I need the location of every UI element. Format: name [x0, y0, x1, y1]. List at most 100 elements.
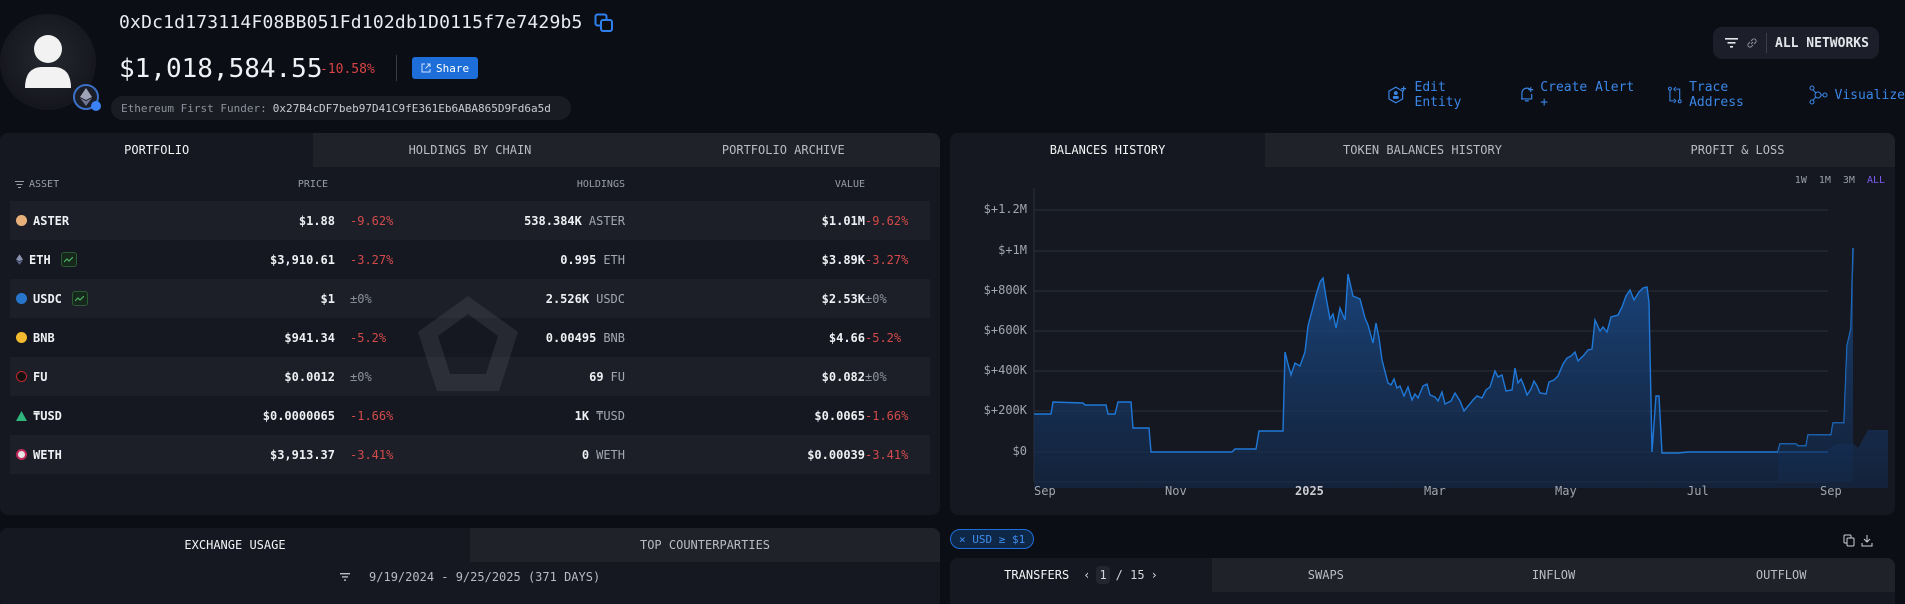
value-cell: $3.89K	[821, 252, 865, 267]
total-pages: / 15	[1115, 568, 1145, 582]
usd-filter-chip[interactable]: × USD ≥ $1	[950, 529, 1035, 549]
next-page-button[interactable]: ›	[1150, 568, 1158, 582]
share-button[interactable]: Share	[412, 57, 479, 79]
value-cell: $4.66	[828, 330, 865, 345]
history-tabs: BALANCES HISTORY TOKEN BALANCES HISTORY …	[950, 133, 1895, 167]
x-tick: Nov	[1165, 484, 1187, 498]
balance-area	[1034, 274, 1888, 488]
funder-label: Ethereum First Funder:	[121, 101, 267, 115]
transfers-panel: TRANSFERS ‹ 1 / 15 › SWAPS INFLOW OUTFLO…	[950, 558, 1895, 604]
price-cell: $3,913.37	[269, 447, 335, 462]
value-cell: $0.082	[821, 369, 865, 384]
create-alert-button[interactable]: Create Alert +	[1519, 80, 1648, 110]
tab-balances-history[interactable]: BALANCES HISTORY	[950, 133, 1265, 167]
download-icon[interactable]	[1861, 534, 1873, 547]
trend-chart-button[interactable]	[71, 291, 88, 306]
price-change: ±0%	[350, 369, 372, 384]
edit-entity-button[interactable]: Edit Entity	[1387, 80, 1499, 110]
value-change: -3.27%	[865, 252, 909, 267]
balances-chart[interactable]	[1028, 188, 1888, 488]
copy-icon[interactable]	[1843, 534, 1855, 547]
table-header: ASSET PRICE HOLDINGS VALUE	[0, 167, 940, 201]
value-change: -9.62%	[865, 213, 909, 228]
table-row[interactable]: BNB $941.34 -5.2% 0.00495 BNB $4.66 -5.2%	[10, 318, 930, 357]
table-row[interactable]: ASTER $1.88 -9.62% 538.384K ASTER $1.01M …	[10, 201, 930, 240]
value-change: -3.41%	[865, 447, 909, 462]
link-icon[interactable]	[1746, 37, 1758, 49]
bnb-icon	[16, 332, 27, 343]
current-page[interactable]: 1	[1096, 566, 1110, 584]
x-tick: Mar	[1424, 484, 1446, 498]
tab-exchange-usage[interactable]: EXCHANGE USAGE	[0, 528, 470, 562]
asset-cell: BNB	[16, 318, 55, 357]
holdings-cell: 1K ₸USD	[575, 396, 625, 435]
col-price[interactable]: PRICE	[297, 178, 328, 190]
range-3m[interactable]: 3M	[1842, 175, 1855, 186]
trace-address-button[interactable]: Trace Address	[1667, 80, 1788, 110]
tab-outflow[interactable]: OUTFLOW	[1667, 558, 1895, 592]
holdings-cell: 0 WETH	[582, 435, 625, 474]
fu-icon	[16, 371, 27, 382]
tab-token-balances-history[interactable]: TOKEN BALANCES HISTORY	[1265, 133, 1580, 167]
x-tick: 2025	[1295, 484, 1324, 498]
range-all[interactable]: ALL	[1866, 175, 1885, 186]
tab-profit-loss[interactable]: PROFIT & LOSS	[1580, 133, 1895, 167]
price-change: -1.66%	[350, 408, 394, 423]
tab-portfolio-archive[interactable]: PORTFOLIO ARCHIVE	[626, 133, 940, 167]
prev-page-button[interactable]: ‹	[1083, 568, 1091, 582]
y-tick: $+400K	[983, 363, 1027, 377]
tab-top-counterparties[interactable]: TOP COUNTERPARTIES	[470, 528, 940, 562]
holdings-symbol: ₸USD	[596, 408, 625, 423]
asset-cell: USDC	[16, 279, 88, 318]
tusd-icon	[16, 410, 27, 421]
y-tick: $+1M	[998, 243, 1027, 257]
range-1w[interactable]: 1W	[1794, 175, 1807, 186]
holdings-symbol: BNB	[603, 330, 625, 345]
holdings-cell: 538.384K ASTER	[524, 201, 625, 240]
holdings-symbol: FU	[610, 369, 625, 384]
user-icon	[25, 35, 71, 88]
holdings-amount: 0.00495	[545, 330, 597, 345]
trend-up-icon	[64, 256, 74, 262]
value-cell: $2.53K	[821, 291, 865, 306]
tab-transfers[interactable]: TRANSFERS ‹ 1 / 15 ›	[950, 558, 1212, 592]
transfer-tools	[1843, 534, 1873, 547]
table-row[interactable]: WETH $3,913.37 -3.41% 0 WETH $0.00039 -3.…	[10, 435, 930, 474]
tab-portfolio[interactable]: PORTFOLIO	[0, 133, 314, 167]
balance-change: -10.58%	[320, 62, 375, 77]
network-filter[interactable]: ALL NETWORKS	[1713, 27, 1879, 59]
value-cell: $0.0065	[814, 408, 865, 423]
col-value[interactable]: VALUE	[834, 178, 865, 190]
ethereum-chain-badge	[73, 84, 101, 111]
table-row[interactable]: FU $0.0012 ±0% 69 FU $0.082 ±0%	[10, 357, 930, 396]
x-tick: May	[1555, 484, 1577, 498]
transfers-label: TRANSFERS	[1004, 568, 1070, 582]
y-tick: $+1.2M	[983, 202, 1027, 216]
funder-address[interactable]: 0x27B4cDF7beb97D41C9fE361Eb6ABA865D9Fd6a…	[272, 101, 551, 115]
trend-chart-button[interactable]	[60, 252, 77, 267]
tab-swaps[interactable]: SWAPS	[1212, 558, 1440, 592]
asset-name: USDC	[33, 291, 62, 306]
date-range-filter[interactable]: 9/19/2024 - 9/25/2025 (371 DAYS)	[0, 570, 940, 584]
asset-cell: ETH	[16, 240, 77, 279]
holdings-symbol: USDC	[596, 291, 625, 306]
price-cell: $941.34	[284, 330, 335, 345]
graph-nodes-icon	[1809, 85, 1828, 105]
divider	[1766, 33, 1767, 53]
y-tick: $0	[1012, 444, 1027, 458]
value-cell: $0.00039	[807, 447, 865, 462]
table-row[interactable]: ETH $3,910.61 -3.27% 0.995 ETH $3.89K -3.…	[10, 240, 930, 279]
usdc-icon	[16, 293, 27, 304]
y-tick: $+800K	[983, 283, 1027, 297]
sort-asset-header[interactable]: ASSET	[15, 179, 59, 190]
user-hex-plus-icon	[1388, 86, 1407, 104]
table-row[interactable]: USDC $1 ±0% 2.526K USDC $2.53K ±0%	[10, 279, 930, 318]
visualize-button[interactable]: Visualize	[1809, 80, 1905, 110]
tab-inflow[interactable]: INFLOW	[1439, 558, 1668, 592]
range-1m[interactable]: 1M	[1818, 175, 1831, 186]
col-holdings[interactable]: HOLDINGS	[576, 178, 625, 190]
copy-address-button[interactable]	[594, 13, 614, 33]
tab-holdings-by-chain[interactable]: HOLDINGS BY CHAIN	[313, 133, 627, 167]
table-row[interactable]: ₸USD $0.0000065 -1.66% 1K ₸USD $0.0065 -1…	[10, 396, 930, 435]
balance-area-tail	[1778, 248, 1853, 482]
